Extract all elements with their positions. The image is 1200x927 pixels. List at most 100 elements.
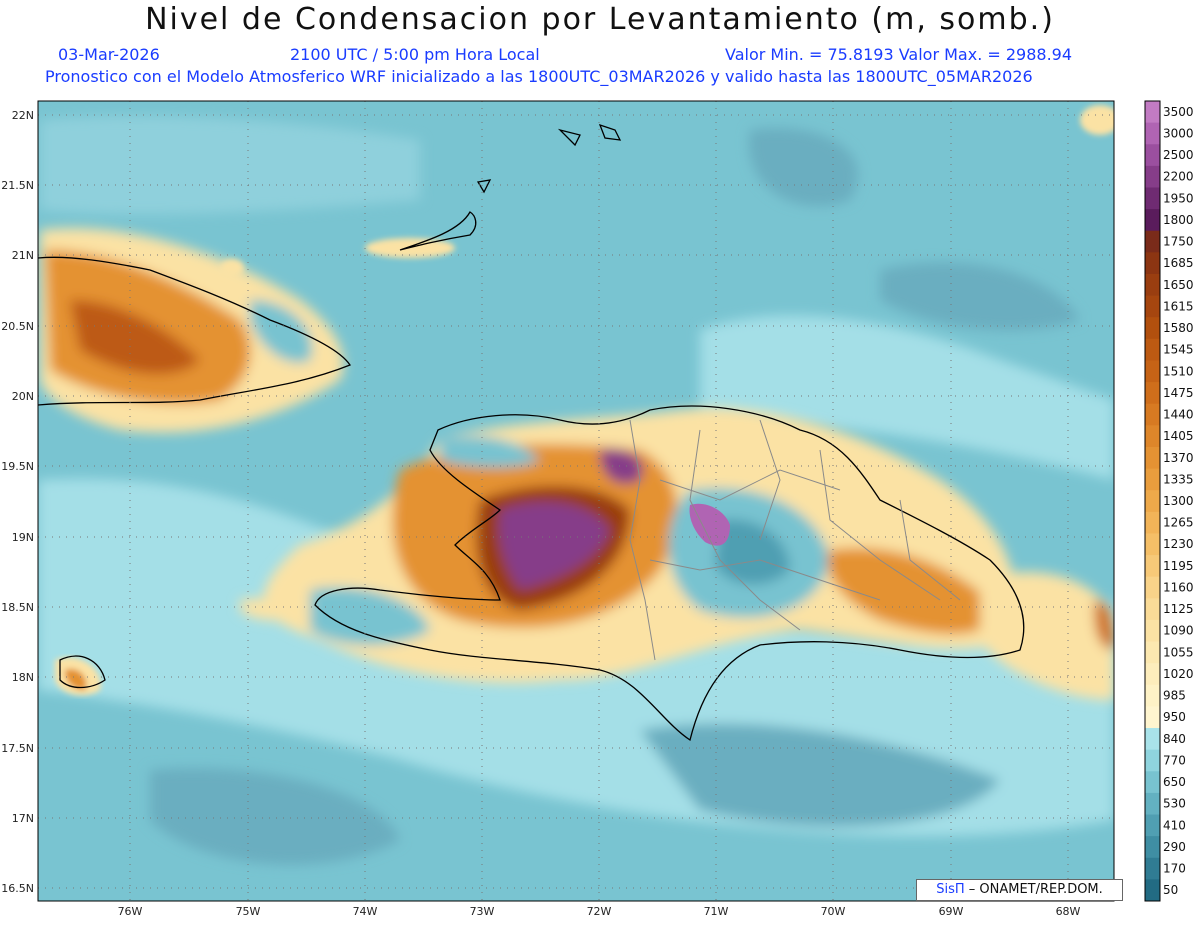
colorbar-label: 1160: [1163, 580, 1194, 594]
colorbar-label: 1405: [1163, 429, 1194, 443]
colorbar-label: 1230: [1163, 537, 1194, 551]
colorbar-swatch: [1145, 338, 1160, 361]
colorbar-swatch: [1145, 879, 1160, 902]
colorbar-label: 50: [1163, 883, 1178, 897]
longitude-labels: 76W 75W 74W 73W 72W 71W 70W 69W 68W: [118, 905, 1081, 918]
colorbar-label: 2200: [1163, 170, 1194, 184]
lat-label: 20N: [12, 390, 34, 403]
colorbar-label: 985: [1163, 689, 1186, 703]
colorbar-swatch: [1145, 598, 1160, 621]
colorbar-swatch: [1145, 490, 1160, 513]
colorbar-swatch: [1145, 836, 1160, 859]
colorbar-label: 290: [1163, 840, 1186, 854]
colorbar-label: 170: [1163, 862, 1186, 876]
colorbar-label: 650: [1163, 775, 1186, 789]
colorbar-label: 1370: [1163, 451, 1194, 465]
colorbar-swatch: [1145, 425, 1160, 448]
credit-box: SisΠ – ONAMET/REP.DOM.: [916, 879, 1123, 901]
valid-time-label: 2100 UTC / 5:00 pm Hora Local: [290, 45, 540, 64]
lon-label: 74W: [353, 905, 378, 918]
date-label: 03-Mar-2026: [58, 45, 160, 64]
lat-label: 19.5N: [1, 460, 34, 473]
colorbar-swatch: [1145, 382, 1160, 405]
lat-lon-grid: [38, 101, 1114, 901]
colorbar-label: 1195: [1163, 559, 1194, 573]
lat-label: 20.5N: [1, 320, 34, 333]
lat-label: 21.5N: [1, 179, 34, 192]
colorbar-swatch: [1145, 706, 1160, 729]
colorbar-label: 1300: [1163, 494, 1194, 508]
colorbar-swatch: [1145, 252, 1160, 275]
lon-label: 70W: [821, 905, 846, 918]
lat-label: 16.5N: [1, 882, 34, 895]
lat-label: 21N: [12, 249, 34, 262]
colorbar: 3500 3000 2500 2200 1950 1800 1750 1685 1650 1615…: [1144, 100, 1194, 902]
colorbar-swatch: [1145, 209, 1160, 232]
colorbar-swatch: [1145, 749, 1160, 772]
colorbar-swatch: [1145, 446, 1160, 470]
min-max-label: Valor Min. = 75.8193 Valor Max. = 2988.9…: [725, 45, 1073, 64]
colorbar-label: 3500: [1163, 105, 1194, 119]
colorbar-swatch: [1145, 576, 1160, 599]
lat-label: 18N: [12, 671, 34, 684]
lon-label: 69W: [939, 905, 964, 918]
lat-label: 17.5N: [1, 742, 34, 755]
colorbar-label: 1510: [1163, 364, 1194, 378]
lon-label: 73W: [470, 905, 495, 918]
colorbar-label: 1090: [1163, 624, 1194, 638]
colorbar-label: 3000: [1163, 126, 1194, 140]
model-info-label: Pronostico con el Modelo Atmosferico WRF…: [45, 67, 1033, 86]
colorbar-swatch: [1145, 230, 1160, 253]
colorbar-label: 1055: [1163, 645, 1194, 659]
colorbar-swatch: [1145, 619, 1160, 643]
colorbar-swatch: [1145, 684, 1160, 707]
colorbar-swatch: [1145, 663, 1160, 686]
colorbar-swatch: [1145, 187, 1160, 210]
colorbar-swatch: [1145, 511, 1160, 534]
colorbar-label: 410: [1163, 818, 1186, 832]
colorbar-swatch: [1145, 814, 1160, 837]
colorbar-label: 840: [1163, 732, 1186, 746]
map-title: Nivel de Condensacion por Levantamiento …: [145, 2, 1055, 37]
colorbar-label: 1800: [1163, 213, 1194, 227]
colorbar-label: 1750: [1163, 235, 1194, 249]
lat-label: 19N: [12, 531, 34, 544]
colorbar-label: 1545: [1163, 343, 1194, 357]
credit-text: – ONAMET/REP.DOM.: [968, 882, 1103, 897]
lon-label: 75W: [236, 905, 261, 918]
colorbar-swatch: [1145, 122, 1160, 145]
colorbar-swatch: [1145, 295, 1160, 318]
colorbar-swatch: [1145, 533, 1160, 556]
lat-label: 18.5N: [1, 601, 34, 614]
colorbar-label: 1265: [1163, 516, 1194, 530]
colorbar-label: 770: [1163, 753, 1186, 767]
colorbar-swatch: [1145, 273, 1160, 297]
colorbar-label: 950: [1163, 710, 1186, 724]
colorbar-swatch: [1145, 360, 1160, 383]
colorbar-label: 1615: [1163, 299, 1194, 313]
lat-label: 17N: [12, 812, 34, 825]
colorbar-label: 530: [1163, 797, 1186, 811]
colorbar-label: 1650: [1163, 278, 1194, 292]
sispi-logo: SisΠ: [936, 882, 965, 897]
colorbar-swatch: [1145, 144, 1160, 167]
colorbar-swatch: [1145, 771, 1160, 794]
colorbar-label: 1335: [1163, 472, 1194, 486]
colorbar-label: 1685: [1163, 256, 1194, 270]
colorbar-label: 1125: [1163, 602, 1194, 616]
colorbar-frame: [1144, 100, 1161, 902]
colorbar-label: 2500: [1163, 148, 1194, 162]
colorbar-swatch: [1145, 641, 1160, 664]
colorbar-label: 1475: [1163, 386, 1194, 400]
colorbar-swatch: [1145, 165, 1160, 188]
colorbar-swatch: [1145, 468, 1160, 491]
colorbar-swatch: [1145, 555, 1160, 578]
colorbar-swatch: [1145, 403, 1160, 426]
colorbar-label: 1020: [1163, 667, 1194, 681]
lon-label: 68W: [1056, 905, 1081, 918]
colorbar-label: 1580: [1163, 321, 1194, 335]
colorbar-label: 1440: [1163, 408, 1194, 422]
lon-label: 72W: [587, 905, 612, 918]
lat-label: 22N: [12, 109, 34, 122]
